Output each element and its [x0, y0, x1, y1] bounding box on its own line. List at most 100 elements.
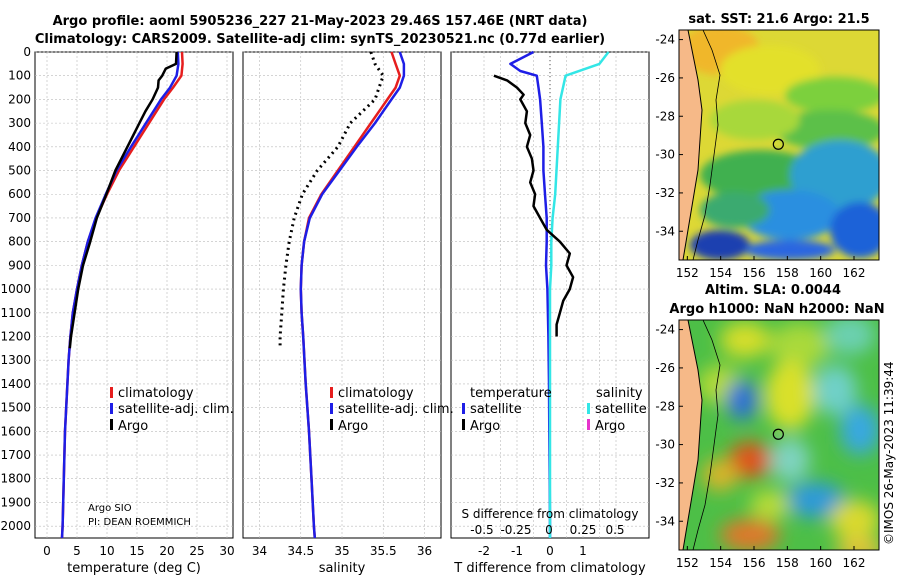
- timestamp-watermark: ©IMOS 26-May-2023 11:39:44: [882, 361, 896, 545]
- series-line-satellite: [299, 51, 406, 539]
- depth-tick-label: 1000: [0, 282, 31, 296]
- map-lat-tick-label: -30: [655, 438, 675, 452]
- credit-line-2: PI: DEAN ROEMMICH: [88, 517, 191, 528]
- x-tick-label: -1: [511, 544, 523, 558]
- chart-title-line2: Climatology: CARS2009. Satellite-adj cli…: [34, 32, 606, 47]
- map-lon-tick-label: 160: [809, 556, 832, 570]
- sal-legend-climatology-label: climatology: [338, 386, 414, 401]
- difference-top-label: S difference from climatology: [462, 507, 639, 521]
- difference-xlabel: T difference from climatology: [453, 561, 646, 576]
- sst-float-marker: [772, 138, 784, 150]
- x-tick-label: 20: [159, 544, 174, 558]
- x-tick-label: 0: [43, 544, 51, 558]
- map-lon-tick-label: 160: [809, 266, 832, 280]
- sst-map: [679, 30, 879, 260]
- legend-argo-label: Argo: [118, 419, 148, 434]
- map-lat-tick-label: -24: [655, 323, 675, 337]
- sst-map-title: sat. SST: 21.6 Argo: 21.5: [688, 12, 869, 27]
- legend-t-argo-label: Argo: [470, 419, 500, 434]
- temperature-legend: climatology satellite-adj. clim. Argo: [110, 386, 234, 434]
- sal-legend-satellite-label: satellite-adj. clim.: [338, 402, 454, 417]
- map-lat-tick-label: -30: [655, 148, 675, 162]
- map-lon-tick-label: 162: [843, 556, 866, 570]
- map-lon-tick-label: 152: [676, 556, 699, 570]
- depth-tick-label: 200: [8, 92, 31, 106]
- difference-legend: temperature salinity satellite Argo sate…: [462, 386, 647, 434]
- depth-tick-label: 1400: [0, 377, 31, 391]
- map-lon-tick-label: 154: [709, 556, 732, 570]
- sst-land: [679, 30, 702, 260]
- s-tick-2: -0.25: [500, 523, 531, 537]
- series-line-climatology: [60, 51, 184, 539]
- map-lon-tick-label: 156: [743, 266, 766, 280]
- x-tick-label: 34.5: [287, 544, 314, 558]
- depth-tick-label: 1100: [0, 306, 31, 320]
- temperature-xlabel: temperature (deg C): [67, 561, 201, 576]
- s-tick-3: 0: [545, 523, 553, 537]
- depth-tick-label: 2000: [0, 519, 31, 533]
- x-tick-label: 5: [73, 544, 81, 558]
- salinity-legend: climatology satellite-adj. clim. Argo: [330, 386, 454, 434]
- s-tick-5: 0.5: [605, 523, 624, 537]
- legend-satellite-label: satellite-adj. clim.: [118, 402, 234, 417]
- depth-tick-label: 800: [8, 235, 31, 249]
- sla-coastline: [682, 320, 703, 550]
- depth-tick-label: 300: [8, 116, 31, 130]
- x-tick-label: -2: [478, 544, 490, 558]
- map-lat-tick-label: -32: [655, 186, 675, 200]
- map-lon-tick-label: 162: [843, 266, 866, 280]
- s-tick-1: -0.5: [470, 523, 493, 537]
- depth-tick-label: 900: [8, 258, 31, 272]
- x-tick-label: 34: [252, 544, 267, 558]
- sla-map: [679, 320, 879, 550]
- depth-tick-label: 700: [8, 211, 31, 225]
- series-line-argo: [278, 51, 385, 346]
- x-tick-label: 1: [579, 544, 587, 558]
- depth-tick-label: 1300: [0, 353, 31, 367]
- legend-s-satellite-label: satellite: [595, 402, 647, 417]
- depth-tick-label: 100: [8, 69, 31, 83]
- x-tick-label: 0: [546, 544, 554, 558]
- sla-float-marker: [772, 428, 784, 440]
- series-line-t-satellite: [509, 50, 552, 538]
- map-lat-tick-label: -28: [655, 109, 675, 123]
- map-lon-tick-label: 154: [709, 266, 732, 280]
- legend-salinity-title: salinity: [596, 386, 643, 401]
- depth-tick-label: 500: [8, 164, 31, 178]
- series-line-t-argo: [493, 74, 575, 337]
- map-lat-tick-label: -34: [655, 514, 675, 528]
- series-line-s-satellite: [548, 51, 610, 538]
- legend-temperature-title: temperature: [470, 386, 552, 401]
- series-line-climatology: [299, 51, 402, 539]
- sla-map-title-2: Argo h1000: NaN h2000: NaN: [669, 302, 884, 317]
- map-lon-tick-label: 156: [743, 556, 766, 570]
- map-lat-tick-label: -32: [655, 476, 675, 490]
- x-tick-label: 30: [219, 544, 234, 558]
- sla-land: [679, 320, 702, 550]
- credit-line-1: Argo SIO: [88, 503, 132, 514]
- sal-legend-argo-label: Argo: [338, 419, 368, 434]
- map-lat-tick-label: -26: [655, 361, 675, 375]
- depth-tick-label: 1800: [0, 472, 31, 486]
- x-tick-label: 10: [99, 544, 114, 558]
- depth-tick-label: 1600: [0, 424, 31, 438]
- legend-s-argo-label: Argo: [595, 419, 625, 434]
- depth-tick-label: 600: [8, 187, 31, 201]
- map-lat-tick-label: -34: [655, 224, 675, 238]
- depth-tick-label: 1500: [0, 401, 31, 415]
- x-tick-label: 35: [334, 544, 349, 558]
- depth-tick-label: 1200: [0, 329, 31, 343]
- x-tick-label: 35.5: [370, 544, 397, 558]
- map-lon-tick-label: 158: [776, 266, 799, 280]
- sla-map-title-1: Altim. SLA: 0.0044: [705, 283, 841, 298]
- salinity-xlabel: salinity: [319, 561, 366, 576]
- x-tick-label: 15: [129, 544, 144, 558]
- series-line-argo: [68, 51, 178, 349]
- map-lon-tick-label: 152: [676, 266, 699, 280]
- sst-shelf-contour: [692, 30, 721, 260]
- temperature-axes: [34, 51, 234, 539]
- map-lon-tick-label: 158: [776, 556, 799, 570]
- map-lat-tick-label: -28: [655, 399, 675, 413]
- legend-climatology-label: climatology: [118, 386, 194, 401]
